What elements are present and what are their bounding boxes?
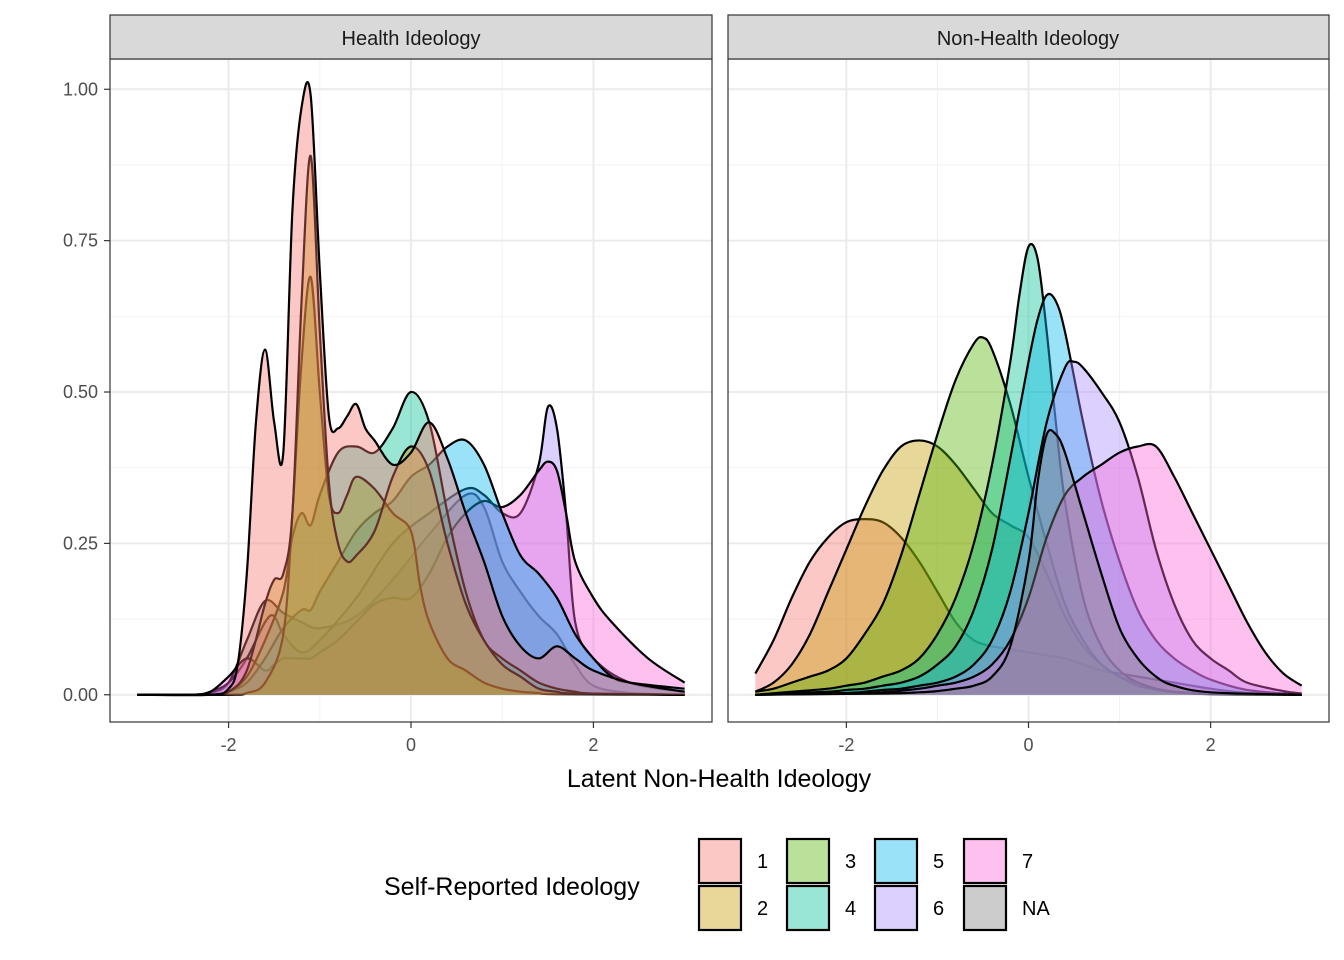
density-line-2 — [137, 154, 685, 697]
x-tick-label: -2 — [221, 735, 237, 755]
density-line-7 — [755, 442, 1303, 696]
legend-label-na: NA — [1022, 898, 1050, 920]
panel-nonhealth-title: Non-Health Ideology — [937, 28, 1119, 50]
density-line-3 — [755, 335, 1302, 696]
density-line-5 — [755, 292, 1302, 696]
legend-swatch-3 — [785, 837, 831, 885]
x-tick-label: 2 — [588, 735, 598, 755]
x-axes: -2 0 2 -2 0 2 — [221, 722, 1216, 755]
panel-nonhealth-strip — [727, 14, 1330, 60]
legend-swatch-4 — [785, 884, 831, 932]
legend-label-7: 7 — [1022, 851, 1033, 873]
legend-label-1: 1 — [757, 851, 768, 873]
density-line-6 — [755, 359, 1302, 696]
density-area-6 — [755, 360, 1302, 695]
density-area-1 — [137, 82, 685, 696]
y-axis: 0.00 0.25 0.50 0.75 1.00 — [63, 79, 110, 705]
y-tick-label: 0.50 — [63, 382, 98, 402]
panel-health-strip — [109, 14, 713, 60]
legend-label-2: 2 — [757, 898, 768, 920]
density-line-1 — [137, 80, 685, 697]
density-line-4 — [137, 390, 685, 697]
legend: Self-Reported Ideology 1 2 3 4 5 6 7 NA — [384, 837, 1050, 932]
panel-nonhealth-areas — [754, 242, 1303, 696]
density-area-1 — [755, 519, 1302, 695]
density-area-3 — [137, 276, 685, 695]
density-area-7 — [755, 444, 1302, 695]
legend-swatch-6 — [873, 884, 919, 932]
y-tick-label: 1.00 — [63, 79, 98, 99]
density-area-5 — [755, 293, 1302, 695]
legend-label-4: 4 — [845, 898, 856, 920]
density-area-2 — [137, 155, 685, 695]
panel-nonhealth: Non-Health Ideology — [727, 14, 1330, 723]
x-axis-title: Latent Non-Health Ideology — [567, 765, 872, 793]
legend-label-5: 5 — [933, 851, 944, 873]
legend-keys: 1 2 3 4 5 6 7 NA — [697, 837, 1050, 932]
legend-swatch-na — [962, 884, 1008, 932]
legend-swatch-1 — [697, 837, 743, 885]
x-tick-label: 0 — [1023, 735, 1033, 755]
density-area-4 — [755, 243, 1302, 695]
x-tick-label: 0 — [406, 735, 416, 755]
legend-label-6: 6 — [933, 898, 944, 920]
density-area-7 — [137, 461, 685, 695]
panel-health-title: Health Ideology — [342, 28, 481, 50]
y-tick-label: 0.75 — [63, 231, 98, 251]
y-tick-label: 0.00 — [63, 685, 98, 705]
y-tick-label: 0.25 — [63, 533, 98, 553]
density-area-6 — [137, 405, 685, 695]
panel-nonhealth-grid — [728, 59, 1329, 722]
legend-swatch-7 — [962, 837, 1008, 885]
x-tick-label: -2 — [838, 735, 854, 755]
panel-health: Health Ideology — [109, 14, 713, 723]
density-line-3 — [137, 275, 685, 696]
legend-swatch-2 — [697, 884, 743, 932]
legend-title: Self-Reported Ideology — [384, 873, 640, 901]
x-tick-label: 2 — [1206, 735, 1216, 755]
legend-label-3: 3 — [845, 851, 856, 873]
density-line-4 — [755, 242, 1302, 696]
density-line-7 — [137, 460, 686, 697]
panel-health-areas — [137, 80, 686, 697]
panel-health-grid — [110, 59, 712, 722]
density-area-5 — [137, 439, 685, 695]
density-line-5 — [137, 438, 685, 697]
density-line-na — [755, 428, 1302, 696]
density-line-1 — [754, 518, 1302, 696]
legend-swatch-5 — [873, 837, 919, 885]
